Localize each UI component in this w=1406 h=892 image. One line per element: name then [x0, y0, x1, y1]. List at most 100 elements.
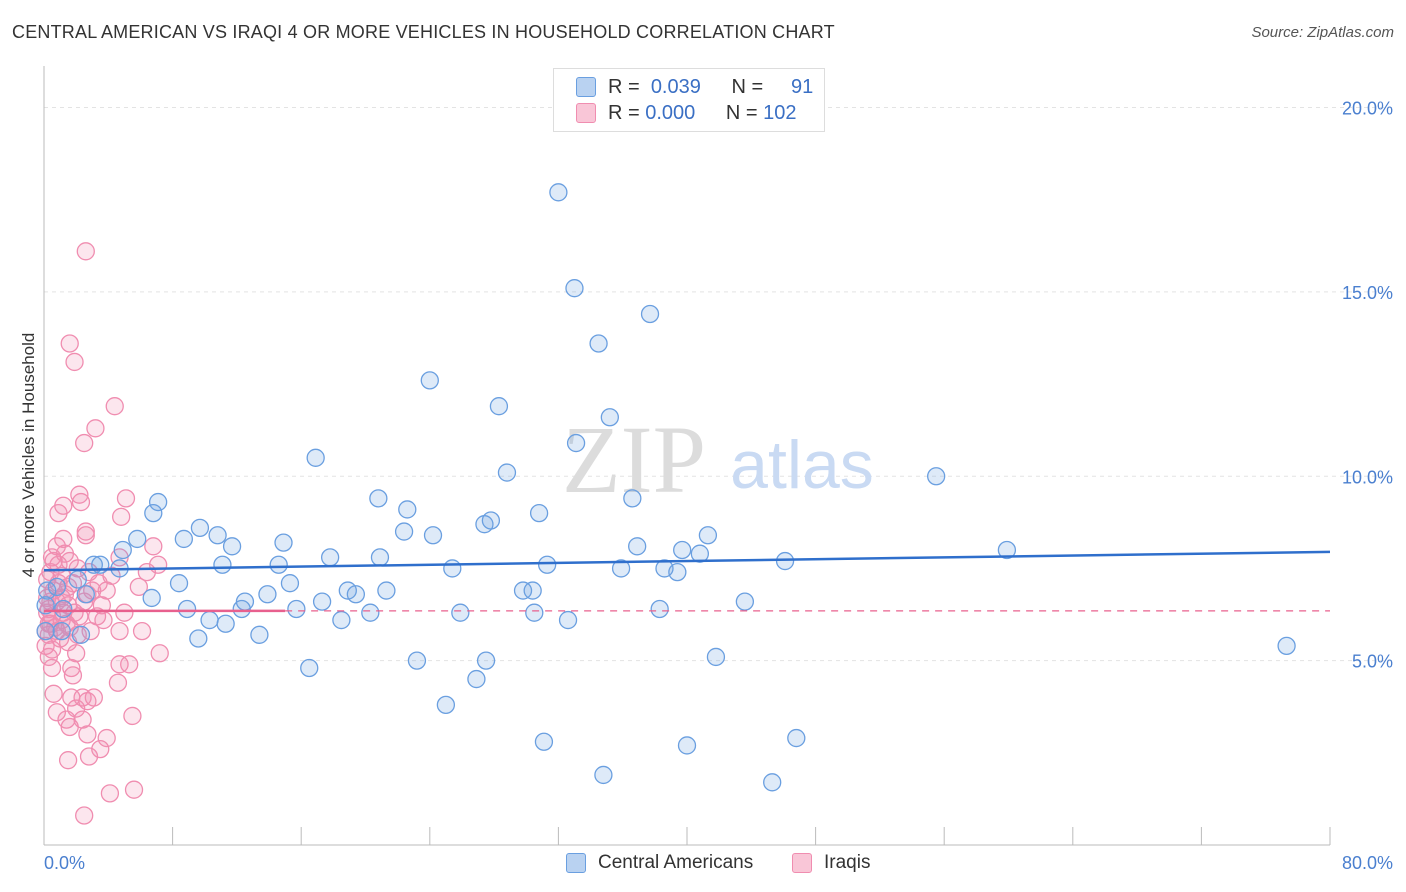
central-point	[250, 625, 269, 644]
central-point	[628, 537, 647, 556]
legend-n-label: N =	[731, 75, 764, 98]
central-point	[565, 279, 584, 298]
iraqi-point	[58, 751, 78, 770]
iraqi-point	[124, 780, 144, 799]
central-point	[232, 599, 251, 619]
central-point	[222, 537, 242, 556]
central-point	[513, 581, 533, 600]
gridlines	[44, 107, 1392, 662]
central-point	[174, 529, 194, 549]
central-point	[280, 574, 300, 593]
central-point	[534, 732, 554, 751]
legend-n-value: 102	[763, 101, 797, 124]
central-point	[169, 574, 189, 593]
central-point	[475, 515, 494, 534]
central-point	[370, 548, 390, 567]
y-tick-label: 20.0%	[1342, 99, 1393, 119]
central-point	[611, 559, 631, 578]
central-point	[537, 555, 557, 574]
iraqi-point	[116, 489, 136, 508]
central-point	[594, 765, 613, 785]
central-point	[927, 467, 946, 486]
iraqi-point	[60, 334, 79, 353]
iraqi-point	[42, 658, 62, 678]
iraqi-point	[150, 644, 169, 663]
iraqi-point	[92, 596, 112, 615]
central-point	[142, 588, 161, 608]
central-point	[763, 773, 782, 792]
iraqi-point	[100, 784, 120, 803]
legend-item-central: Central Americans	[566, 852, 753, 874]
central-point	[332, 610, 351, 630]
central-point	[38, 581, 57, 600]
legend-r-label: R =	[608, 101, 640, 124]
legend-box: R = 0.039 N = 91 R = 0.000 N = 102	[553, 68, 825, 132]
iraqi-point	[78, 692, 97, 711]
chart-title: CENTRAL AMERICAN VS IRAQI 4 OR MORE VEHI…	[12, 22, 835, 42]
central-point	[346, 585, 366, 604]
central-point	[677, 736, 697, 755]
iraqi-point	[75, 806, 94, 825]
watermark-zip: ZIP	[562, 406, 706, 513]
axis-labels: 5.0% 10.0% 15.0% 20.0% 0.0% 80.0%	[44, 99, 1393, 874]
central-point	[489, 397, 509, 416]
central-point	[369, 489, 388, 508]
iraqi-point	[91, 739, 110, 759]
central-point	[258, 585, 277, 604]
iraqi-point	[65, 352, 84, 372]
central-point	[216, 614, 235, 633]
central-point	[997, 540, 1017, 560]
central-point	[600, 408, 619, 427]
iraqi-point	[120, 655, 139, 674]
iraqi-point	[63, 666, 83, 685]
central-swatch	[566, 853, 586, 873]
iraqi-point	[44, 684, 63, 703]
iraqi-point	[132, 621, 152, 641]
iraqi-point	[144, 537, 163, 556]
central-point	[735, 592, 755, 611]
iraqi-swatch	[792, 853, 812, 873]
central-point	[673, 540, 692, 560]
central-point	[144, 503, 163, 523]
iraqi-point	[62, 658, 81, 678]
x-tick-label: 0.0%	[44, 853, 85, 873]
legend-n-label: N =	[725, 101, 758, 124]
central-point	[71, 625, 91, 644]
iraqi-point	[129, 577, 148, 597]
central-point	[623, 489, 642, 508]
iraqi-point	[112, 507, 131, 526]
legend-n-value: 91	[790, 75, 814, 98]
central-point	[113, 540, 132, 560]
source-label: Source: ZipAtlas.com	[1251, 24, 1394, 41]
trend-lines	[43, 550, 1331, 613]
central-point	[443, 559, 462, 578]
central-point	[650, 599, 669, 619]
central-point	[698, 526, 718, 545]
central-point	[407, 651, 427, 670]
central-point	[589, 334, 608, 353]
central-point	[189, 629, 208, 648]
watermark-atlas: atlas	[730, 427, 874, 503]
iraqi-swatch	[576, 103, 596, 123]
central-point	[128, 529, 147, 549]
iraqi-point	[60, 717, 79, 737]
axes	[43, 66, 1331, 846]
central-point	[476, 651, 496, 670]
iraqi-point	[110, 621, 129, 641]
central-point	[76, 585, 95, 604]
central-point	[269, 555, 288, 574]
iraqi-point	[76, 242, 95, 261]
central-point	[148, 492, 168, 512]
central-point	[525, 603, 544, 622]
central-point	[398, 500, 417, 519]
central-point	[306, 448, 325, 467]
central-point	[423, 526, 443, 545]
central-point	[320, 548, 340, 567]
central-point	[529, 503, 549, 523]
central-point	[177, 599, 197, 619]
central-point	[436, 695, 456, 715]
central-point	[377, 581, 396, 600]
iraqi-point	[75, 433, 94, 453]
legend-r-value: 0.039	[650, 75, 701, 98]
